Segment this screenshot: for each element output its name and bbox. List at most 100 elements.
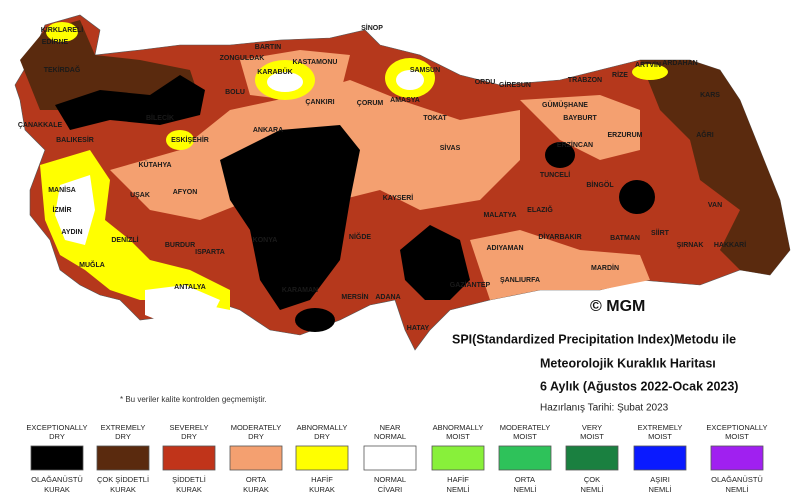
city-label: ANTALYA [174, 284, 206, 291]
city-label: MARDİN [591, 264, 619, 272]
legend-label-tr: KURAK [110, 485, 136, 494]
city-label: VAN [708, 202, 722, 209]
region-exceptional-ne [545, 142, 575, 168]
city-label: BİLECİK [146, 114, 174, 122]
city-label: ÇANKIRI [305, 99, 334, 106]
legend-label-en: ABNORMALLY [297, 423, 348, 432]
city-label: UŞAK [130, 192, 150, 199]
city-label: BALIKESİR [56, 136, 94, 144]
city-label: BURDUR [165, 242, 195, 249]
city-label: BOLU [225, 89, 245, 96]
region-extreme-east [640, 60, 790, 275]
legend-label-en: EXCEPTIONALLY [706, 423, 767, 432]
legend-label-en: DRY [49, 432, 65, 441]
city-label: EDİRNE [42, 38, 69, 46]
city-label: KÜTAHYA [138, 160, 171, 169]
legend-label-tr: KURAK [309, 485, 335, 494]
city-label: RİZE [612, 71, 628, 79]
city-label: MANİSA [48, 186, 76, 194]
city-label: AMASYA [390, 97, 420, 104]
legend-label-en: MOIST [580, 432, 604, 441]
region-moderate-south [470, 230, 650, 300]
city-label: ELAZIĞ [527, 205, 553, 214]
city-label: ADIYAMAN [486, 245, 523, 252]
city-label: ŞANLIURFA [500, 277, 540, 284]
legend-label-tr: NEMLİ [649, 485, 672, 494]
region-exceptional-karaman [295, 308, 335, 332]
legend-label-tr: OLAĞANÜSTÜ [31, 475, 83, 484]
legend-label-en: MODERATELY [231, 423, 282, 432]
city-label: ARTVİN [635, 61, 661, 69]
legend-label-tr: NORMAL [374, 475, 406, 484]
city-label: TEKİRDAĞ [44, 65, 81, 74]
region-exceptional-marmara [55, 75, 205, 130]
city-label: ADANA [375, 294, 400, 301]
prepared-date: Hazırlanış Tarihi: Şubat 2023 [540, 403, 669, 414]
legend-label-tr: KURAK [176, 485, 202, 494]
legend-label-tr: HAFİF [311, 475, 333, 484]
legend-swatch [229, 445, 283, 471]
legend-label-tr: ÇOK [584, 475, 600, 484]
legend-label-en: MOIST [513, 432, 537, 441]
legend-label-tr: ŞİDDETLİ [172, 475, 206, 484]
city-label: DENİZLİ [111, 236, 138, 244]
region-exceptional-east [619, 180, 655, 214]
city-label: TUNCELİ [540, 171, 570, 179]
legend-label-en: DRY [115, 432, 131, 441]
legend-label-en: MOIST [725, 432, 749, 441]
legend-label-tr: NEMLİ [581, 485, 604, 494]
legend-swatch [710, 445, 764, 471]
legend-label-en: EXCEPTIONALLY [26, 423, 87, 432]
region-normal-west [55, 175, 95, 245]
region-moderate-ne [520, 95, 640, 160]
city-label: KAYSERİ [383, 194, 414, 202]
region-abnormal-eskisehir [166, 130, 194, 150]
city-label: BAYBURT [563, 115, 597, 122]
legend-label-en: MOIST [648, 432, 672, 441]
legend-swatch [30, 445, 84, 471]
city-labels: KIRKLARELİ EDİRNE TEKİRDAĞ ÇANAKKALE BALIKES… [18, 24, 746, 332]
city-label: AFYON [173, 189, 198, 196]
legend-label-en: MOIST [446, 432, 470, 441]
legend-swatch [498, 445, 552, 471]
legend-label-tr: CİVARI [378, 485, 402, 494]
city-label: AĞRI [696, 130, 714, 139]
copyright: © MGM [590, 298, 645, 315]
legend-label-en: DRY [314, 432, 330, 441]
legend-label-tr: HAFİF [447, 475, 469, 484]
legend-label-en: NORMAL [374, 432, 406, 441]
city-label: MALATYA [483, 212, 516, 219]
legend-label-en: EXTREMELY [101, 423, 146, 432]
title-line: SPI(Standardized Precipitation Index)Met… [452, 332, 736, 346]
city-label: TOKAT [423, 115, 447, 122]
legend-label-tr: KURAK [44, 485, 70, 494]
map-regions [14, 14, 791, 351]
legend-swatch [295, 445, 349, 471]
region-abnormal-edirne [46, 22, 78, 42]
legend-swatch [565, 445, 619, 471]
legend-label-en: ABNORMALLY [433, 423, 484, 432]
city-label: BARTIN [255, 44, 281, 51]
legend-swatch [96, 445, 150, 471]
legend-label-tr: ORTA [515, 475, 535, 484]
legend-swatch [363, 445, 417, 471]
city-label: GÜMÜŞHANE [542, 100, 588, 109]
legend-label-tr: AŞIRI [650, 475, 670, 484]
region-exceptional-south [400, 225, 470, 300]
city-label: TRABZON [568, 77, 602, 84]
legend-label-en: SEVERELY [169, 423, 208, 432]
city-label: ERZİNCAN [557, 141, 593, 149]
title-line: 6 Aylık (Ağustos 2022-Ocak 2023) [540, 379, 738, 393]
city-label: SAMSUN [410, 67, 440, 74]
title-line: Meteorolojik Kuraklık Haritası [540, 356, 716, 370]
legend-label-en: DRY [248, 432, 264, 441]
city-label: ANKARA [253, 127, 283, 134]
city-label: MUĞLA [79, 260, 105, 269]
city-label: ŞIRNAK [677, 242, 704, 249]
city-label: ERZURUM [608, 132, 643, 139]
legend-label-tr: NEMLİ [514, 485, 537, 494]
region-normal-samsun [396, 70, 424, 90]
city-label: KARAMAN [282, 287, 318, 294]
legend-label-en: VERY [582, 423, 602, 432]
